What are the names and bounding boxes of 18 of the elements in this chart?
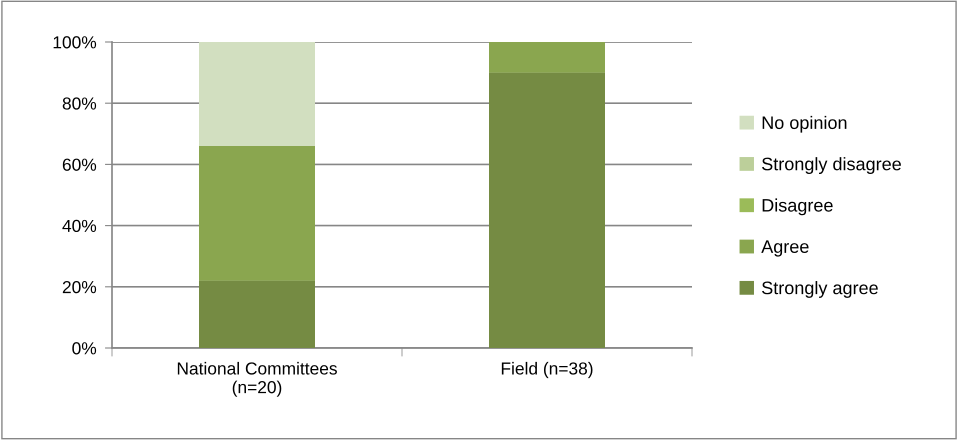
legend-label: Agree xyxy=(761,240,809,257)
legend-label: Strongly disagree xyxy=(762,157,901,174)
bar xyxy=(199,42,315,146)
y-tick-label: 40% xyxy=(62,220,96,232)
x-tick-label: Field (n=38) xyxy=(502,362,592,378)
legend-label: Strongly agree xyxy=(762,281,878,298)
legend-label: No opinion xyxy=(762,116,846,133)
legend-label: Disagree xyxy=(762,198,833,216)
y-tick-label: 100% xyxy=(54,36,96,48)
y-tick-label: 80% xyxy=(62,97,96,110)
y-tick-label: 20% xyxy=(62,280,96,294)
bar xyxy=(489,72,605,348)
bar xyxy=(489,42,605,73)
y-tick-label: 60% xyxy=(62,158,96,171)
bar xyxy=(199,280,315,348)
bar xyxy=(199,146,315,281)
x-tick-label: National Committees (n=20) xyxy=(178,362,337,397)
y-tick-label: 0% xyxy=(72,342,96,354)
